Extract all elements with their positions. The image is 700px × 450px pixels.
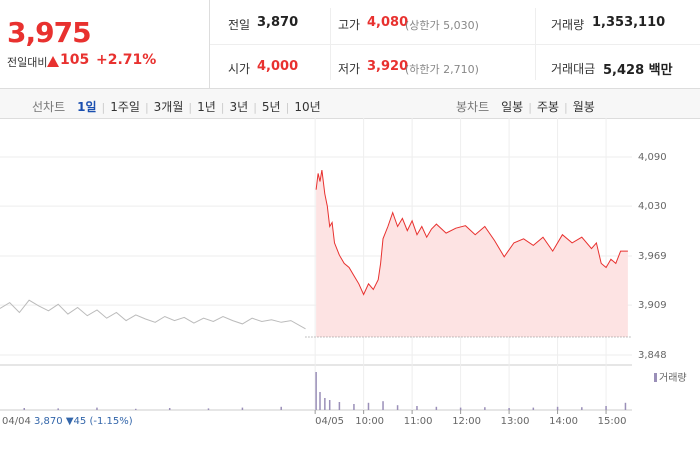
- x-tick-label: 10:00: [355, 416, 384, 427]
- prev-close: 3,870: [34, 416, 63, 427]
- volume-bar: [605, 406, 607, 410]
- volume-bar: [324, 398, 326, 410]
- volume-bar: [353, 404, 355, 410]
- stat-label: 거래량: [551, 18, 585, 32]
- price-line: [315, 170, 628, 296]
- volume-bar: [396, 405, 399, 410]
- y-tick-label: 4,090: [638, 152, 667, 163]
- separator: |: [220, 101, 225, 114]
- volume-bar: [435, 406, 438, 410]
- tab-group-label: 봉차트: [456, 100, 490, 114]
- stat-label: 시가: [228, 62, 251, 76]
- y-tick-label: 3,848: [638, 350, 667, 361]
- separator: |: [564, 101, 568, 114]
- tab-bar: [0, 88, 700, 119]
- tab[interactable]: 5년: [261, 100, 281, 114]
- volume-bar: [168, 408, 171, 410]
- volume-bar: [624, 402, 627, 410]
- separator: |: [101, 101, 106, 114]
- volume-bar: [328, 400, 331, 410]
- y-tick-label: 3,969: [638, 251, 667, 262]
- volume-bar: [23, 408, 25, 410]
- legend-label: 거래량: [659, 372, 687, 384]
- area: [316, 170, 628, 337]
- separator: |: [528, 101, 532, 114]
- tab[interactable]: 주봉: [536, 100, 560, 114]
- divider: [535, 8, 536, 80]
- tab[interactable]: 3개월: [153, 100, 184, 114]
- volume-bar: [135, 408, 137, 410]
- volume-bar: [416, 406, 418, 410]
- separator: |: [253, 101, 257, 114]
- stat-label: 전일: [228, 18, 251, 32]
- volume-bar: [241, 407, 244, 410]
- x-tick-label: 11:00: [404, 416, 433, 427]
- tab[interactable]: 1일: [77, 100, 97, 114]
- volume-bar: [338, 402, 341, 410]
- stat-value: 3,920: [367, 59, 409, 74]
- volume-bar: [315, 372, 317, 410]
- x-tick-label: 04/05: [315, 416, 344, 427]
- volume-bar: [367, 402, 370, 410]
- tab-group-label: 선차트: [32, 100, 66, 114]
- candle-tabs: 봉차트 일봉 | 주봉 | 월봉: [456, 96, 595, 115]
- volume-bar: [57, 408, 59, 410]
- stat-value: 3,870: [257, 15, 299, 30]
- tab[interactable]: 10년: [294, 100, 321, 114]
- stat-value: 5,428 백만: [603, 63, 673, 78]
- y-tick-label: 3,909: [638, 300, 667, 311]
- up-icon: [47, 56, 59, 67]
- price: 3,975: [7, 16, 92, 49]
- line-tabs: 선차트 1일 | 1주일 | 3개월 | 1년 | 3년 | 5년 | 10년: [32, 96, 321, 115]
- prev-change: 45: [74, 416, 87, 427]
- volume-bar: [280, 406, 282, 410]
- stat-note: (상한가 5,030): [405, 19, 479, 32]
- change-pct: +2.71%: [96, 52, 157, 68]
- x-tick-label: 14:00: [549, 416, 578, 427]
- change-label: 전일대비: [7, 56, 48, 69]
- tab[interactable]: 1주일: [110, 100, 140, 114]
- legend-swatch: [654, 373, 657, 382]
- stat-value: 1,353,110: [592, 15, 666, 30]
- volume-bar: [484, 407, 486, 410]
- volume-bar: [207, 408, 210, 410]
- volume-bar: [581, 407, 583, 410]
- y-tick-label: 4,030: [638, 201, 667, 212]
- tab[interactable]: 일봉: [501, 100, 524, 114]
- volume-bar: [532, 407, 535, 410]
- prev-change-pct: (-1.15%): [89, 416, 132, 427]
- prev-date: 04/04: [2, 416, 31, 427]
- stat-value: 4,080: [367, 15, 409, 30]
- stat-label: 저가: [338, 62, 361, 76]
- quote-box: [0, 0, 210, 88]
- prev-day-info: 04/04 3,870 ▼45 (-1.15%): [2, 416, 133, 427]
- price-line: [0, 299, 306, 330]
- separator: |: [285, 101, 290, 114]
- stat-label: 고가: [338, 18, 361, 32]
- volume-bar: [382, 401, 384, 410]
- stat-label: 거래대금: [551, 62, 596, 76]
- separator: |: [188, 101, 193, 114]
- divider: [330, 8, 331, 80]
- stat-value: 4,000: [257, 59, 299, 74]
- tab[interactable]: 1년: [197, 100, 216, 114]
- x-tick-label: 12:00: [452, 416, 481, 427]
- tab[interactable]: 월봉: [572, 100, 595, 114]
- volume-bar: [556, 406, 559, 410]
- volume-bar: [459, 407, 462, 410]
- separator: |: [144, 101, 149, 114]
- change: 105: [60, 52, 90, 68]
- volume-bar: [319, 392, 321, 410]
- divider: [210, 44, 700, 45]
- volume-bar: [96, 407, 98, 410]
- tab[interactable]: 3년: [229, 100, 249, 114]
- x-tick-label: 15:00: [598, 416, 627, 427]
- volume-bar: [508, 408, 510, 410]
- x-tick-label: 13:00: [501, 416, 530, 427]
- stat-note: (하한가 2,710): [405, 63, 479, 76]
